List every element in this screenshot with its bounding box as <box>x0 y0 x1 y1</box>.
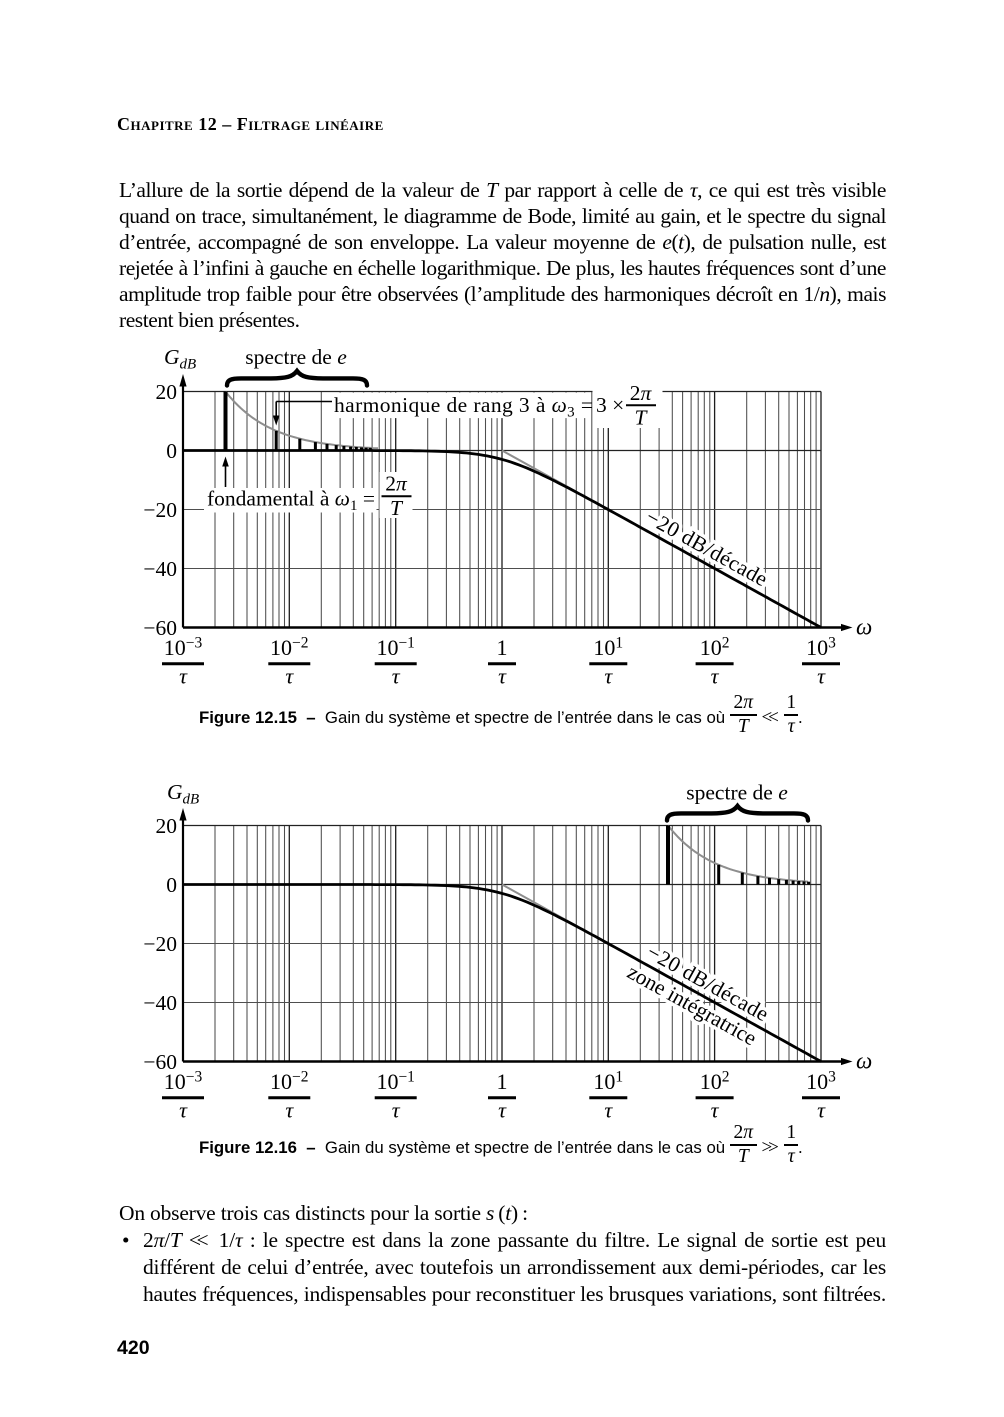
svg-text:102: 102 <box>700 635 730 661</box>
svg-text:101: 101 <box>593 635 623 661</box>
svg-text:spectre de e: spectre de e <box>686 781 788 805</box>
svg-text:τ: τ <box>392 663 401 688</box>
svg-text:10−2: 10−2 <box>270 1069 309 1095</box>
svg-text:2π: 2π <box>630 381 653 405</box>
svg-text:τ: τ <box>498 1097 507 1122</box>
svg-text:−60: −60 <box>143 616 177 640</box>
svg-text:spectre de e: spectre de e <box>245 345 347 369</box>
svg-text:τ: τ <box>711 663 720 688</box>
svg-text:τ: τ <box>604 663 613 688</box>
svg-text:102: 102 <box>700 1069 730 1095</box>
svg-text:−20: −20 <box>143 498 177 522</box>
svg-text:τ: τ <box>498 663 507 688</box>
svg-text:2π: 2π <box>385 472 408 496</box>
svg-text:ω: ω <box>856 1049 872 1074</box>
svg-text:−20: −20 <box>143 932 177 956</box>
svg-text:T: T <box>635 406 649 430</box>
svg-text:τ: τ <box>817 1097 826 1122</box>
svg-text:τ: τ <box>392 1097 401 1122</box>
svg-text:10−1: 10−1 <box>376 635 415 661</box>
svg-text:τ: τ <box>285 663 294 688</box>
svg-text:103: 103 <box>806 1069 836 1095</box>
svg-text:10−2: 10−2 <box>270 635 309 661</box>
svg-text:103: 103 <box>806 635 836 661</box>
svg-text:1: 1 <box>497 1069 508 1094</box>
svg-text:3 ×: 3 × <box>596 393 624 417</box>
svg-text:10−3: 10−3 <box>164 635 203 661</box>
svg-text:τ: τ <box>604 1097 613 1122</box>
svg-text:τ: τ <box>711 1097 720 1122</box>
svg-text:−40: −40 <box>143 557 177 581</box>
svg-text:τ: τ <box>285 1097 294 1122</box>
svg-text:τ: τ <box>817 663 826 688</box>
svg-text:ω: ω <box>856 615 872 640</box>
svg-text:−20 dB/décade: −20 dB/décade <box>642 505 772 592</box>
svg-text:10−3: 10−3 <box>164 1069 203 1095</box>
svg-text:GdB: GdB <box>167 780 199 808</box>
svg-text:101: 101 <box>593 1069 623 1095</box>
svg-text:τ: τ <box>179 1097 188 1122</box>
svg-text:0: 0 <box>166 439 177 463</box>
svg-text:0: 0 <box>166 873 177 897</box>
svg-text:10−1: 10−1 <box>376 1069 415 1095</box>
svg-text:−40: −40 <box>143 991 177 1015</box>
svg-text:GdB: GdB <box>164 345 196 373</box>
svg-text:fondamental à ω1 =: fondamental à ω1 = <box>207 487 375 515</box>
svg-text:harmonique de rang 3 à ω3 =: harmonique de rang 3 à ω3 = <box>334 393 593 421</box>
svg-text:1: 1 <box>497 635 508 660</box>
svg-text:T: T <box>390 496 404 520</box>
svg-text:20: 20 <box>156 380 178 404</box>
svg-text:τ: τ <box>179 663 188 688</box>
svg-text:20: 20 <box>156 814 178 838</box>
svg-text:−60: −60 <box>143 1050 177 1074</box>
